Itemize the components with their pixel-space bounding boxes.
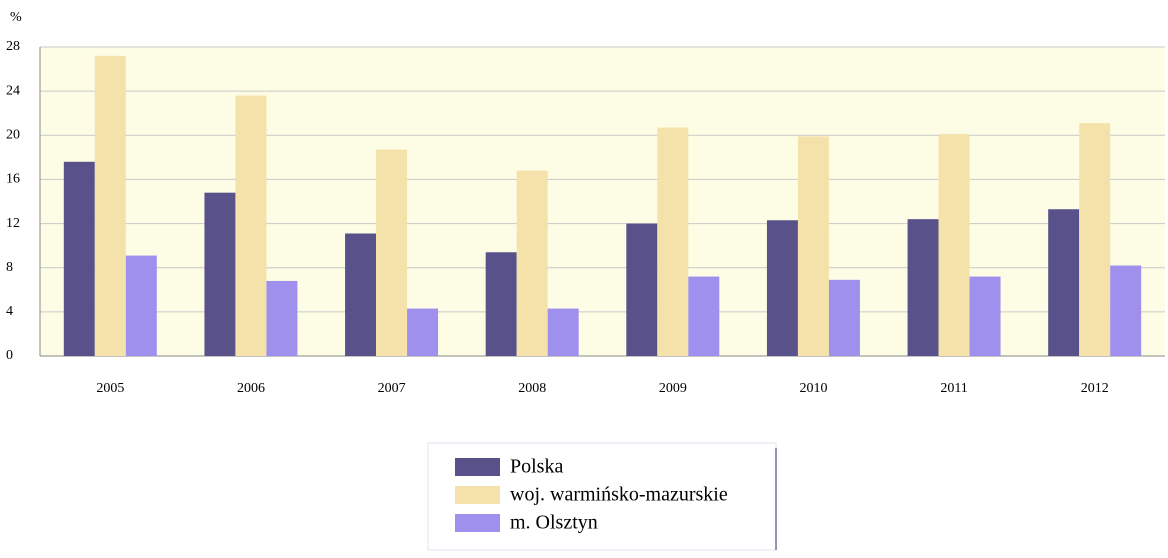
y-tick-label: 28: [6, 39, 20, 54]
bar: [1079, 123, 1111, 357]
x-tick-label: 2009: [659, 381, 687, 396]
y-tick-label: 8: [6, 260, 13, 275]
x-tick-label: 2011: [940, 381, 967, 396]
y-tick-label: 24: [6, 83, 20, 98]
bar: [547, 308, 579, 356]
y-tick-label: 12: [6, 216, 20, 231]
bar: [626, 223, 658, 356]
bar: [1048, 209, 1080, 356]
legend-swatch: [455, 514, 500, 532]
bar: [204, 192, 236, 356]
x-tick-label: 2008: [518, 381, 546, 396]
bar: [63, 161, 95, 356]
bar: [125, 255, 157, 356]
legend-label: m. Olsztyn: [510, 512, 598, 534]
bar: [828, 279, 860, 356]
bar: [797, 136, 829, 356]
bar: [345, 233, 377, 356]
bar: [485, 252, 517, 356]
bar: [969, 276, 1001, 356]
bar: [766, 220, 798, 356]
bar: [907, 219, 939, 356]
y-tick-label: 4: [6, 304, 13, 319]
x-tick-label: 2012: [1081, 381, 1109, 396]
bar: [94, 55, 126, 356]
legend-swatch: [455, 458, 500, 476]
y-tick-label: 20: [6, 128, 20, 143]
legend-label: woj. warmińsko-mazurskie: [510, 484, 728, 506]
y-axis-label: %: [10, 10, 22, 25]
bar: [516, 170, 548, 356]
x-tick-label: 2006: [237, 381, 265, 396]
x-tick-label: 2010: [799, 381, 827, 396]
legend-swatch: [455, 486, 500, 504]
bar: [688, 276, 720, 356]
y-tick-label: 16: [6, 172, 20, 187]
x-tick-label: 2005: [96, 381, 124, 396]
bar: [938, 134, 970, 356]
y-tick-label: 0: [6, 348, 13, 363]
bar: [266, 280, 298, 356]
bar: [376, 149, 408, 356]
bar: [1110, 265, 1142, 356]
bar: [657, 127, 689, 356]
legend-label: Polska: [510, 456, 563, 478]
bar: [407, 308, 439, 356]
x-tick-label: 2007: [378, 381, 406, 396]
bar: [235, 95, 267, 357]
